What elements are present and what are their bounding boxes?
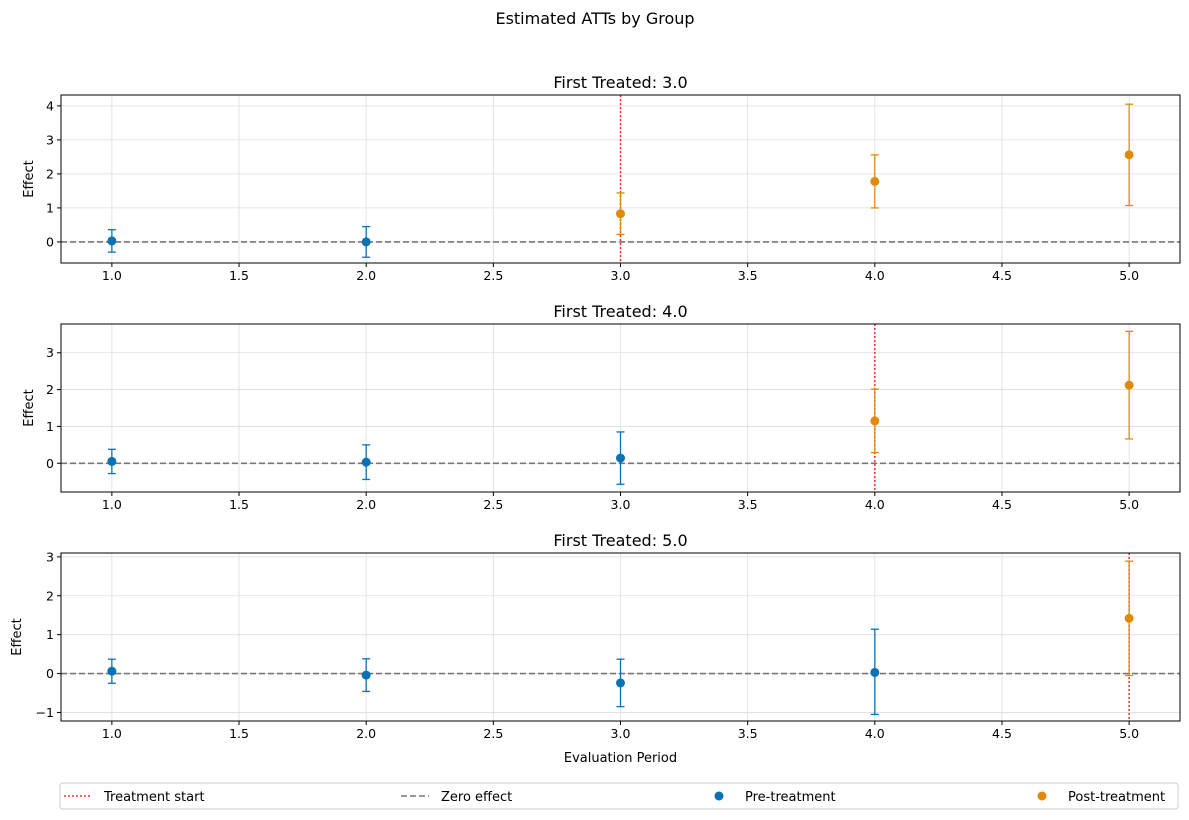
y-tick-label: 4 — [46, 98, 54, 113]
x-tick-label: 2.0 — [356, 726, 376, 741]
pre-treatment-point — [616, 453, 625, 463]
panels: 1.0 1.5 2.0 2.5 3.0 3.5 4.0 4.5 5.0 0 1 2 3 4 First Tr… — [10, 73, 1181, 766]
x-tick-label: 4.0 — [865, 726, 885, 741]
x-tick-label: 2.0 — [356, 268, 376, 283]
legend-swatch-marker — [1037, 791, 1047, 801]
data-point-group — [107, 658, 117, 684]
post-treatment-point — [1124, 380, 1134, 390]
data-point-group — [870, 154, 880, 209]
x-tick-label: 2.0 — [356, 497, 376, 512]
legend-item: Zero effect — [401, 790, 512, 805]
data-point-group — [107, 229, 117, 253]
x-tick-label: 1.0 — [102, 497, 122, 512]
data-point-group — [361, 658, 371, 693]
data-point-group — [107, 448, 117, 475]
x-tick-label: 3.5 — [738, 268, 758, 283]
x-tick-label: 2.5 — [483, 497, 503, 512]
pre-treatment-point — [361, 670, 371, 680]
post-treatment-point — [1124, 613, 1134, 623]
data-point-group — [361, 225, 371, 258]
subplot-1: 1.0 1.5 2.0 2.5 3.0 3.5 4.0 4.5 5.0 0 1 2 3 4 First Tr… — [22, 73, 1181, 283]
post-treatment-point — [616, 209, 625, 219]
x-tick-label: 2.5 — [483, 726, 503, 741]
legend-label: Post-treatment — [1068, 790, 1165, 805]
x-tick-label: 2.5 — [483, 268, 503, 283]
y-tick-label: 1 — [46, 200, 54, 215]
subplot-title: First Treated: 5.0 — [553, 531, 687, 550]
data-point-group — [1124, 560, 1134, 677]
subplot-title: First Treated: 3.0 — [553, 73, 687, 92]
y-tick-label: 2 — [46, 588, 54, 603]
x-tick-label: 4.0 — [865, 497, 885, 512]
y-tick-label: 0 — [46, 456, 54, 471]
pre-treatment-point — [870, 667, 880, 677]
y-tick-label: 3 — [46, 345, 54, 360]
post-treatment-point — [870, 176, 880, 186]
x-tick-label: 4.5 — [992, 726, 1012, 741]
legend-label: Pre-treatment — [745, 790, 836, 805]
subplot-2: 1.0 1.5 2.0 2.5 3.0 3.5 4.0 4.5 5.0 0 1 2 3 First Tre… — [22, 302, 1181, 512]
legend-label: Treatment start — [103, 790, 205, 805]
pre-treatment-point — [107, 236, 117, 246]
pre-treatment-point — [107, 666, 117, 676]
x-tick-label: 3.0 — [611, 497, 631, 512]
legend-label: Zero effect — [441, 790, 512, 805]
x-tick-label: 4.5 — [992, 497, 1012, 512]
data-point-group — [616, 192, 625, 236]
legend: Treatment start Zero effect Pre-treatment P… — [59, 782, 1179, 810]
y-tick-label: −1 — [36, 705, 54, 720]
x-tick-label: 1.5 — [229, 497, 249, 512]
y-tick-label: 2 — [46, 382, 54, 397]
x-tick-label: 1.5 — [229, 726, 249, 741]
legend-item: Post-treatment — [1037, 790, 1165, 805]
y-tick-label: 1 — [46, 419, 54, 434]
pre-treatment-point — [616, 678, 625, 688]
y-tick-label: 3 — [46, 549, 54, 564]
legend-swatch-marker — [714, 791, 724, 801]
pre-treatment-point — [361, 237, 371, 247]
y-axis-label: Effect — [22, 160, 37, 197]
data-point-group — [616, 658, 625, 708]
legend-item: Treatment start — [64, 790, 205, 805]
x-tick-label: 1.0 — [102, 726, 122, 741]
pre-treatment-point — [107, 456, 117, 466]
legend-item: Pre-treatment — [714, 790, 836, 805]
x-tick-label: 5.0 — [1119, 497, 1139, 512]
x-tick-label: 3.5 — [738, 497, 758, 512]
y-tick-label: 1 — [46, 627, 54, 642]
post-treatment-point — [870, 416, 880, 426]
y-axis-label: Effect — [22, 389, 37, 426]
data-point-group — [1124, 330, 1134, 440]
x-tick-label: 3.0 — [611, 268, 631, 283]
y-tick-label: 3 — [46, 132, 54, 147]
data-point-group — [870, 628, 880, 716]
data-point-group — [870, 388, 880, 454]
x-tick-label: 3.0 — [611, 726, 631, 741]
x-tick-label: 5.0 — [1119, 268, 1139, 283]
legend-frame — [59, 782, 1179, 810]
subplot-3: 1.0 1.5 2.0 2.5 3.0 3.5 4.0 4.5 5.0 −1 0 1 2 3 First T… — [10, 531, 1181, 766]
x-tick-label: 5.0 — [1119, 726, 1139, 741]
y-tick-label: 0 — [46, 234, 54, 249]
pre-treatment-point — [361, 457, 371, 467]
x-tick-label: 1.0 — [102, 268, 122, 283]
x-axis-label: Evaluation Period — [564, 751, 677, 766]
x-tick-label: 1.5 — [229, 268, 249, 283]
y-axis-label: Effect — [10, 618, 25, 655]
data-point-group — [1124, 103, 1134, 207]
subplot-title: First Treated: 4.0 — [553, 302, 687, 321]
x-tick-label: 3.5 — [738, 726, 758, 741]
post-treatment-point — [1124, 150, 1134, 160]
y-tick-label: 0 — [46, 666, 54, 681]
x-tick-label: 4.5 — [992, 268, 1012, 283]
data-point-group — [361, 444, 371, 481]
x-tick-label: 4.0 — [865, 268, 885, 283]
figure-title: Estimated ATTs by Group — [495, 9, 694, 28]
y-tick-label: 2 — [46, 166, 54, 181]
data-point-group — [616, 431, 625, 485]
